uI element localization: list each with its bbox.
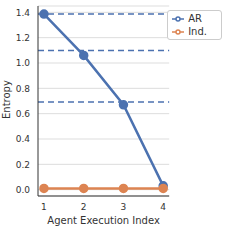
svg-text:0.0: 0.0: [16, 185, 31, 195]
html-text:AR: AR: [188, 13, 202, 24]
svg-text:0.2: 0.2: [16, 160, 30, 170]
svg-text:Entropy: Entropy: [8, 80, 12, 119]
svg-text:3: 3: [121, 202, 127, 212]
svg-text:1: 1: [41, 202, 47, 212]
svg-text:1.4: 1.4: [16, 8, 31, 18]
svg-text:0.8: 0.8: [16, 84, 31, 94]
svg-text:0.4: 0.4: [16, 134, 31, 144]
svg-text:2: 2: [81, 202, 87, 212]
svg-text:1.2: 1.2: [16, 33, 30, 43]
svg-text:Agent Execution Index: Agent Execution Index: [47, 215, 160, 226]
svg-text:0.6: 0.6: [16, 109, 31, 119]
svg-text:4: 4: [160, 202, 166, 212]
html-text:Ind.: Ind.: [188, 26, 207, 37]
svg-text:1.0: 1.0: [16, 58, 31, 68]
